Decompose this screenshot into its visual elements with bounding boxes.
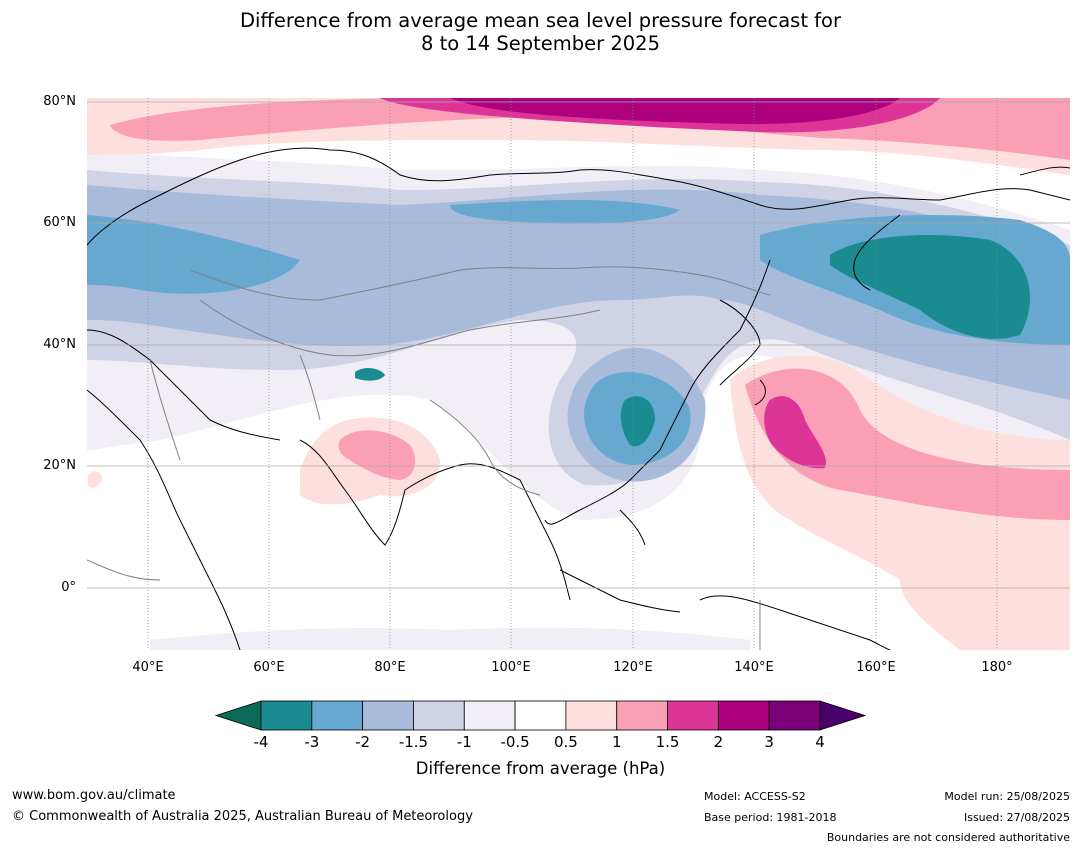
colorbar-tick-label: 1 [611,733,622,751]
colorbar-tick-label: -2 [355,733,371,751]
anomaly-region-minus-3-china [620,396,655,447]
lat-label-0: 0° [61,580,76,595]
colorbar-bin [717,700,770,731]
model-name: Model: ACCESS-S2 [704,790,806,803]
colorbar-extend-high [819,700,867,731]
map-title: Difference from average mean sea level p… [0,9,1081,55]
anomaly-region-minus-3 [830,235,1030,339]
country-boundaries [87,266,771,650]
lon-label-140e: 140°E [734,660,774,675]
anomaly-region-minus-3-tibet [355,368,385,381]
title-line-2: 8 to 14 September 2025 [421,32,660,55]
latitude-lines [87,101,1070,589]
colorbar-bin [768,700,821,731]
colorbar-bin [463,700,516,731]
website-link[interactable]: www.bom.gov.au/climate [12,788,176,803]
anomaly-region-minus-2-siberia [450,200,680,224]
colorbar-tick-label: -1.5 [398,733,429,751]
lon-label-120e: 120°E [613,660,653,675]
anomaly-region-plus-1-india [338,430,416,480]
anomaly-region-minus-0.5-southern [150,627,750,650]
lon-label-40e: 40°E [132,660,164,675]
colorbar-tick-label: 2 [713,733,724,751]
colorbar-bin [565,700,618,731]
colorbar-bin [514,700,567,731]
model-run-date: Model run: 25/08/2025 [944,790,1070,803]
copyright-text: © Commonwealth of Australia 2025, Austra… [12,809,473,824]
anomaly-region-plus-1-pacific [745,368,1070,520]
colorbar-title: Difference from average (hPa) [415,759,666,778]
colorbar-bin [413,700,465,731]
graticule [147,98,998,650]
lon-label-60e: 60°E [253,660,285,675]
anomaly-region-plus-2-arctic [450,98,900,125]
issued-date: Issued: 27/08/2025 [963,811,1070,824]
anomaly-region-minus-2 [87,215,300,294]
lon-label-180: 180° [981,660,1013,675]
lon-label-100e: 100°E [491,660,531,675]
colorbar-tick-label: -4 [253,733,269,751]
colorbar-bin [667,700,719,731]
lon-label-80e: 80°E [374,660,406,675]
colorbar-bin [260,700,313,731]
colorbar-tick-label: 3 [764,733,774,751]
anomaly-region-plus-0.5-africa [88,471,102,488]
colorbar-tick-label: -3 [304,733,320,751]
colorbar-tick-label: -0.5 [500,733,530,751]
title-line-1: Difference from average mean sea level p… [240,9,841,32]
colorbar-bin [362,700,414,731]
colorbar-tick-label: 0.5 [553,733,578,751]
colorbar-extend-low [214,700,262,731]
lat-label-20n: 20°N [43,458,76,473]
anomaly-fill-layer [87,98,1070,650]
colorbar-tick-label: 1.5 [655,733,680,751]
coastlines [87,147,1070,650]
boundary-disclaimer: Boundaries are not considered authoritat… [826,831,1070,844]
colorbar-bin [311,700,364,731]
lat-label-60n: 60°N [43,215,76,230]
base-period: Base period: 1981-2018 [704,811,837,824]
anomaly-region-plus-1.5-pacific [764,396,826,469]
colorbar-bin [616,700,668,731]
colorbar-tick-label: -1 [456,733,472,751]
lat-label-80n: 80°N [43,94,76,109]
lon-label-160e: 160°E [856,660,896,675]
lat-label-40n: 40°N [43,337,76,352]
colorbar-tick-label: 4 [815,733,825,751]
